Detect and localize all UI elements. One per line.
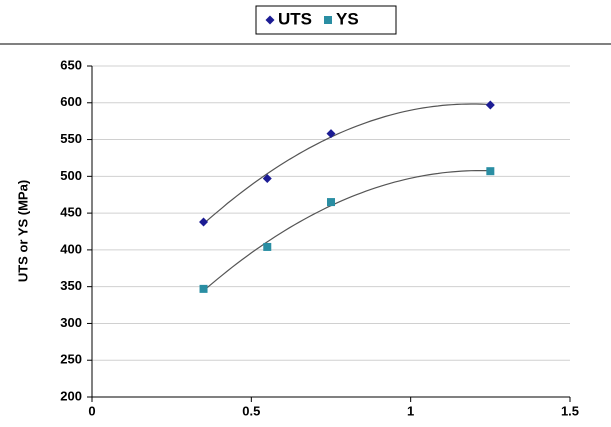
legend-marker (265, 15, 275, 25)
y-tick-label: 600 (60, 94, 82, 109)
data-point (199, 217, 209, 227)
x-tick-label: 0 (88, 403, 95, 418)
trend-line (203, 103, 491, 225)
data-point (262, 174, 272, 184)
y-axis-label: UTS or YS (MPa) (15, 180, 30, 282)
legend-marker (324, 16, 332, 24)
y-tick-label: 300 (60, 315, 82, 330)
legend-label: UTS (278, 9, 312, 28)
data-point (485, 100, 495, 110)
y-tick-label: 250 (60, 352, 82, 367)
data-point (327, 198, 335, 207)
x-tick-label: 0.5 (242, 403, 260, 418)
data-point (486, 167, 495, 176)
x-tick-label: 1 (407, 403, 414, 418)
y-tick-label: 350 (60, 278, 82, 293)
y-tick-label: 200 (60, 388, 82, 403)
y-tick-label: 400 (60, 241, 82, 256)
y-tick-label: 550 (60, 131, 82, 146)
trend-line (203, 170, 491, 292)
legend-label: YS (336, 9, 359, 28)
data-point (263, 242, 272, 251)
data-point (326, 129, 336, 139)
y-tick-label: 500 (60, 168, 82, 183)
y-tick-label: 450 (60, 205, 82, 220)
x-tick-label: 1.5 (561, 403, 579, 418)
data-point (199, 284, 208, 293)
y-tick-label: 650 (60, 57, 82, 72)
